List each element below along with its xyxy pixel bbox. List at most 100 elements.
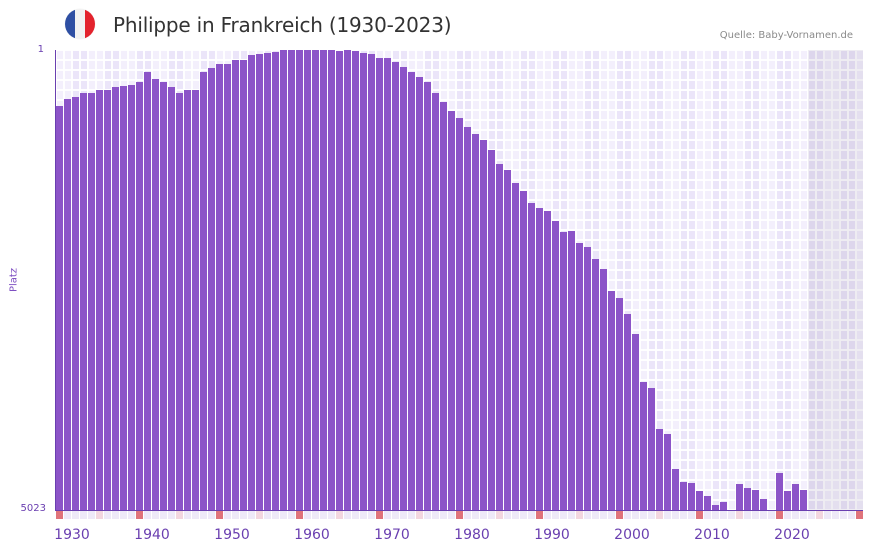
bar-2001[interactable] (624, 313, 631, 510)
bar-1975[interactable] (416, 77, 423, 510)
bar-2007[interactable] (672, 469, 679, 510)
bar-1962[interactable] (312, 50, 319, 510)
bar-1951[interactable] (224, 64, 231, 510)
bar-1939[interactable] (128, 84, 135, 510)
bar-2016[interactable] (744, 487, 751, 510)
year-marker (784, 511, 791, 519)
bar-1944[interactable] (168, 87, 175, 510)
bar-1966[interactable] (344, 50, 351, 510)
bar-1991[interactable] (544, 211, 551, 510)
bar-1932[interactable] (72, 97, 79, 510)
bar-1958[interactable] (280, 50, 287, 510)
bar-1987[interactable] (512, 183, 519, 510)
bar-1978[interactable] (440, 101, 447, 510)
bar-1957[interactable] (272, 51, 279, 510)
bar-1960[interactable] (296, 50, 303, 510)
bar-1983[interactable] (480, 140, 487, 510)
bar-1985[interactable] (496, 163, 503, 510)
bar-1934[interactable] (88, 92, 95, 510)
bar-1952[interactable] (232, 59, 239, 510)
bar-1950[interactable] (216, 64, 223, 510)
bar-1981[interactable] (464, 127, 471, 510)
future-shaded-region (808, 50, 863, 510)
bar-1988[interactable] (520, 190, 527, 510)
bar-1945[interactable] (176, 92, 183, 510)
bar-2021[interactable] (784, 490, 791, 510)
year-marker (824, 511, 831, 519)
year-marker (680, 511, 687, 519)
bar-1982[interactable] (472, 133, 479, 510)
bar-1996[interactable] (584, 246, 591, 510)
year-marker (432, 511, 439, 519)
bar-1989[interactable] (528, 203, 535, 510)
bar-1933[interactable] (80, 92, 87, 510)
bar-1992[interactable] (552, 220, 559, 510)
bar-1937[interactable] (112, 87, 119, 510)
bar-2012[interactable] (712, 505, 719, 510)
bar-1969[interactable] (368, 54, 375, 510)
bar-2008[interactable] (680, 482, 687, 510)
bar-2017[interactable] (752, 489, 759, 510)
bar-1993[interactable] (560, 231, 567, 510)
bar-1955[interactable] (256, 54, 263, 510)
bar-2015[interactable] (736, 483, 743, 510)
bar-1994[interactable] (568, 230, 575, 510)
bar-1959[interactable] (288, 50, 295, 510)
bar-1968[interactable] (360, 52, 367, 510)
bar-1973[interactable] (400, 67, 407, 510)
bar-1974[interactable] (408, 71, 415, 510)
bar-1938[interactable] (120, 86, 127, 510)
bar-2006[interactable] (664, 433, 671, 510)
bar-1943[interactable] (160, 81, 167, 510)
bar-1948[interactable] (200, 71, 207, 510)
bar-1954[interactable] (248, 55, 255, 510)
bar-1977[interactable] (432, 92, 439, 510)
bar-1990[interactable] (536, 207, 543, 510)
bar-1947[interactable] (192, 90, 199, 510)
bar-1941[interactable] (144, 71, 151, 510)
bar-2003[interactable] (640, 382, 647, 510)
bar-1946[interactable] (184, 90, 191, 510)
bar-1940[interactable] (136, 81, 143, 510)
bar-1999[interactable] (608, 291, 615, 510)
year-marker (128, 511, 135, 519)
bar-2018[interactable] (760, 498, 767, 510)
bar-1967[interactable] (352, 51, 359, 510)
bar-1972[interactable] (392, 62, 399, 510)
bar-1936[interactable] (104, 90, 111, 510)
bar-1984[interactable] (488, 150, 495, 510)
bar-2010[interactable] (696, 490, 703, 510)
bar-2023[interactable] (800, 489, 807, 510)
bar-1976[interactable] (424, 81, 431, 510)
bar-1986[interactable] (504, 170, 511, 510)
bar-1971[interactable] (384, 58, 391, 510)
bar-1935[interactable] (96, 90, 103, 510)
bar-2000[interactable] (616, 298, 623, 510)
bar-1961[interactable] (304, 50, 311, 510)
bar-1963[interactable] (320, 50, 327, 510)
bar-1953[interactable] (240, 59, 247, 510)
bar-2020[interactable] (776, 472, 783, 510)
year-marker (152, 511, 159, 519)
bar-1964[interactable] (328, 50, 335, 510)
bar-1997[interactable] (592, 258, 599, 510)
bar-1980[interactable] (456, 117, 463, 510)
bar-1995[interactable] (576, 242, 583, 510)
bar-1979[interactable] (448, 111, 455, 510)
bar-1965[interactable] (336, 51, 343, 510)
year-marker (120, 511, 127, 519)
bar-1942[interactable] (152, 78, 159, 510)
bar-1970[interactable] (376, 58, 383, 510)
bar-1998[interactable] (600, 268, 607, 510)
bar-2011[interactable] (704, 496, 711, 510)
bar-2004[interactable] (648, 387, 655, 510)
bar-1931[interactable] (64, 99, 71, 510)
bar-1949[interactable] (208, 68, 215, 510)
bar-2005[interactable] (656, 429, 663, 510)
bar-2022[interactable] (792, 484, 799, 510)
bar-1956[interactable] (264, 52, 271, 510)
bar-2013[interactable] (720, 501, 727, 510)
bar-2002[interactable] (632, 333, 639, 510)
bar-2009[interactable] (688, 483, 695, 510)
bar-1930[interactable] (56, 105, 63, 510)
